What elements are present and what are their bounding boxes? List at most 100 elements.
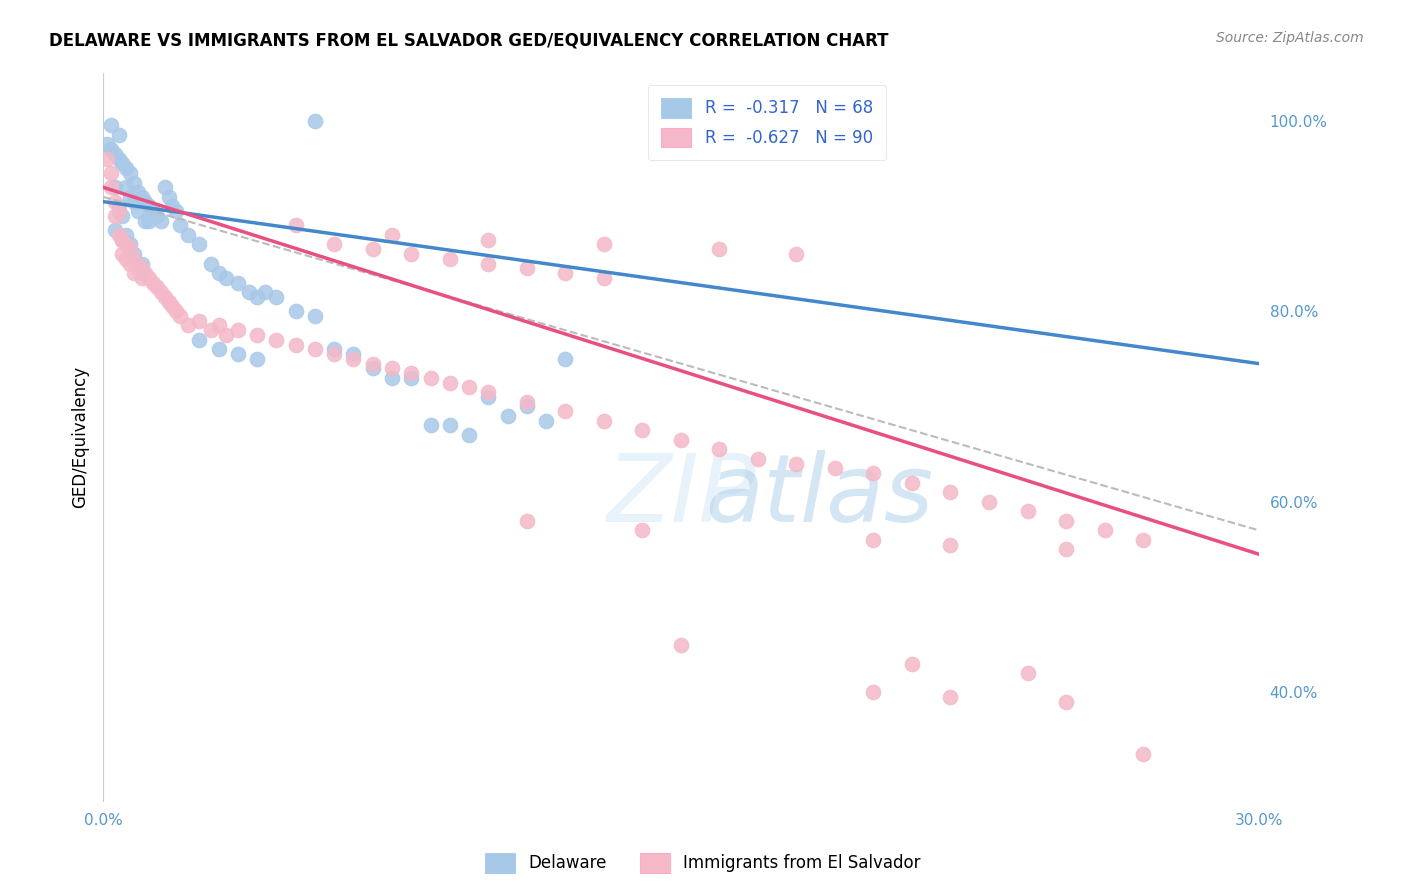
Point — [162, 300, 184, 314]
Point — [439, 376, 461, 390]
Point — [149, 285, 172, 299]
Point — [246, 328, 269, 343]
Point — [361, 357, 384, 371]
Point — [169, 309, 191, 323]
Point — [131, 256, 153, 270]
Point — [1017, 666, 1039, 681]
Point — [122, 252, 145, 266]
Point — [104, 223, 127, 237]
Point — [146, 280, 169, 294]
Point — [111, 233, 134, 247]
Point — [477, 390, 499, 404]
Point — [134, 266, 156, 280]
Point — [107, 204, 129, 219]
Point — [104, 209, 127, 223]
Point — [226, 347, 249, 361]
Point — [115, 180, 138, 194]
Point — [138, 270, 160, 285]
Point — [188, 314, 211, 328]
Legend: Delaware, Immigrants from El Salvador: Delaware, Immigrants from El Salvador — [478, 847, 928, 880]
Point — [554, 266, 576, 280]
Point — [122, 194, 145, 209]
Point — [169, 219, 191, 233]
Point — [862, 685, 884, 699]
Point — [115, 227, 138, 242]
Point — [177, 318, 200, 333]
Point — [901, 475, 924, 490]
Point — [1054, 542, 1077, 557]
Point — [134, 194, 156, 209]
Point — [138, 213, 160, 227]
Point — [304, 309, 326, 323]
Point — [104, 194, 127, 209]
Point — [215, 328, 238, 343]
Point — [127, 185, 149, 199]
Point — [149, 213, 172, 227]
Point — [304, 113, 326, 128]
Point — [939, 690, 962, 704]
Point — [554, 351, 576, 366]
Point — [153, 180, 176, 194]
Point — [1054, 514, 1077, 528]
Point — [188, 237, 211, 252]
Point — [516, 261, 538, 276]
Text: atlas: atlas — [706, 450, 934, 541]
Point — [165, 304, 187, 318]
Point — [215, 270, 238, 285]
Point — [1094, 524, 1116, 538]
Point — [107, 128, 129, 142]
Point — [939, 485, 962, 500]
Point — [458, 428, 481, 442]
Point — [342, 347, 364, 361]
Point — [419, 418, 441, 433]
Point — [477, 385, 499, 400]
Point — [709, 442, 731, 457]
Point — [439, 418, 461, 433]
Point — [669, 638, 692, 652]
Point — [862, 533, 884, 547]
Point — [115, 237, 138, 252]
Legend: R =  -0.317   N = 68, R =  -0.627   N = 90: R = -0.317 N = 68, R = -0.627 N = 90 — [648, 85, 886, 161]
Point — [96, 152, 118, 166]
Point — [516, 394, 538, 409]
Point — [238, 285, 260, 299]
Point — [939, 538, 962, 552]
Point — [127, 261, 149, 276]
Point — [1132, 533, 1154, 547]
Point — [111, 233, 134, 247]
Point — [120, 190, 142, 204]
Point — [977, 494, 1000, 508]
Point — [122, 176, 145, 190]
Point — [401, 371, 423, 385]
Point — [304, 343, 326, 357]
Point — [208, 318, 231, 333]
Point — [146, 209, 169, 223]
Point — [162, 199, 184, 213]
Point — [709, 242, 731, 256]
Point — [131, 266, 153, 280]
Point — [142, 276, 165, 290]
Point — [824, 461, 846, 475]
Point — [131, 270, 153, 285]
Point — [226, 276, 249, 290]
Point — [554, 404, 576, 418]
Point — [153, 290, 176, 304]
Point — [592, 414, 614, 428]
Point — [1132, 747, 1154, 762]
Point — [266, 333, 288, 347]
Point — [516, 400, 538, 414]
Text: ZIP: ZIP — [606, 450, 755, 541]
Point — [165, 204, 187, 219]
Point — [111, 247, 134, 261]
Point — [592, 237, 614, 252]
Point — [120, 256, 142, 270]
Point — [111, 156, 134, 170]
Point — [862, 466, 884, 480]
Point — [631, 423, 654, 437]
Point — [361, 242, 384, 256]
Point — [381, 371, 404, 385]
Text: DELAWARE VS IMMIGRANTS FROM EL SALVADOR GED/EQUIVALENCY CORRELATION CHART: DELAWARE VS IMMIGRANTS FROM EL SALVADOR … — [49, 31, 889, 49]
Point — [111, 209, 134, 223]
Point — [208, 343, 231, 357]
Point — [592, 270, 614, 285]
